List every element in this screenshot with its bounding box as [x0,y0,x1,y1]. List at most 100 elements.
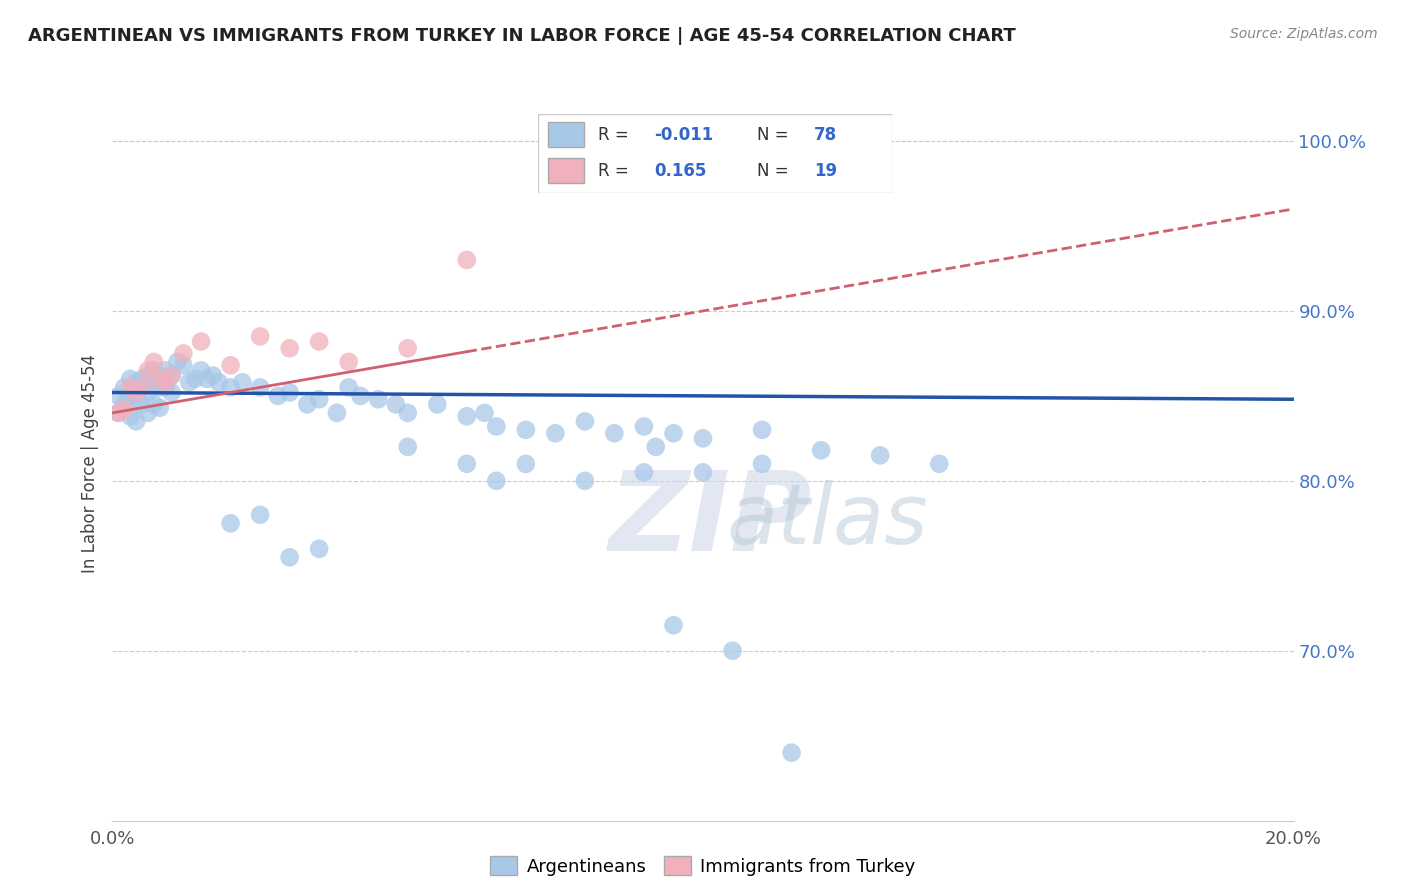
Point [125,376,148,390]
Point [131,380,153,394]
Point [692,466,714,480]
Point [810,443,832,458]
Point [544,426,567,441]
Point [869,448,891,462]
Point [231,376,253,390]
Point [142,363,165,377]
Point [184,372,207,386]
Point [190,334,212,349]
Point [396,440,419,454]
Point [149,380,172,394]
Point [131,380,153,394]
Point [136,368,159,383]
Point [721,644,744,658]
Point [751,423,773,437]
Point [603,426,626,441]
Point [201,368,224,383]
Point [142,376,165,391]
Point [107,389,129,403]
Point [308,392,330,407]
Point [367,392,389,407]
Point [928,457,950,471]
Point [107,406,129,420]
Point [396,406,419,420]
Y-axis label: In Labor Force | Age 45-54: In Labor Force | Age 45-54 [80,354,98,574]
Point [751,457,773,471]
Point [155,376,177,390]
Point [179,376,201,390]
Point [149,372,172,386]
Point [456,252,478,267]
Point [172,346,194,360]
Point [297,397,319,411]
Point [125,385,148,400]
Point [780,746,803,760]
Legend: Argentineans, Immigrants from Turkey: Argentineans, Immigrants from Turkey [484,849,922,883]
Point [662,426,685,441]
Point [267,389,290,403]
Point [219,359,242,373]
Point [190,363,212,377]
Point [120,372,142,386]
Point [349,389,371,403]
Point [456,409,478,424]
Point [112,402,135,417]
Point [160,368,183,383]
Point [278,550,301,565]
Point [155,363,177,377]
Point [120,389,142,403]
Point [249,508,271,522]
Point [485,419,508,434]
Point [120,409,142,424]
Point [515,457,537,471]
Point [249,329,271,343]
Point [574,474,596,488]
Point [574,414,596,428]
Point [120,380,142,394]
Point [633,419,655,434]
Point [160,385,183,400]
Point [172,359,194,373]
Point [456,457,478,471]
Point [112,380,135,394]
Point [326,406,349,420]
Point [149,368,172,383]
Point [662,618,685,632]
Point [208,376,231,390]
Point [149,401,172,415]
Text: Source: ZipAtlas.com: Source: ZipAtlas.com [1230,27,1378,41]
Point [515,423,537,437]
Point [249,380,271,394]
Point [278,341,301,355]
Point [160,368,183,383]
Point [136,385,159,400]
Point [219,380,242,394]
Point [107,406,129,420]
Point [136,406,159,420]
Point [633,466,655,480]
Point [426,397,449,411]
Point [692,431,714,445]
Point [219,516,242,531]
Point [136,363,159,377]
Text: ARGENTINEAN VS IMMIGRANTS FROM TURKEY IN LABOR FORCE | AGE 45-54 CORRELATION CHA: ARGENTINEAN VS IMMIGRANTS FROM TURKEY IN… [28,27,1017,45]
Point [125,392,148,407]
Point [112,397,135,411]
Point [278,385,301,400]
Point [166,355,188,369]
Point [131,397,153,411]
Text: ZIP: ZIP [609,467,813,574]
Point [474,406,496,420]
Point [195,372,218,386]
Point [155,380,177,394]
Point [308,334,330,349]
Point [337,380,360,394]
Point [142,397,165,411]
Point [131,372,153,386]
Point [142,355,165,369]
Point [485,474,508,488]
Point [337,355,360,369]
Point [644,440,666,454]
Point [396,341,419,355]
Point [385,397,408,411]
